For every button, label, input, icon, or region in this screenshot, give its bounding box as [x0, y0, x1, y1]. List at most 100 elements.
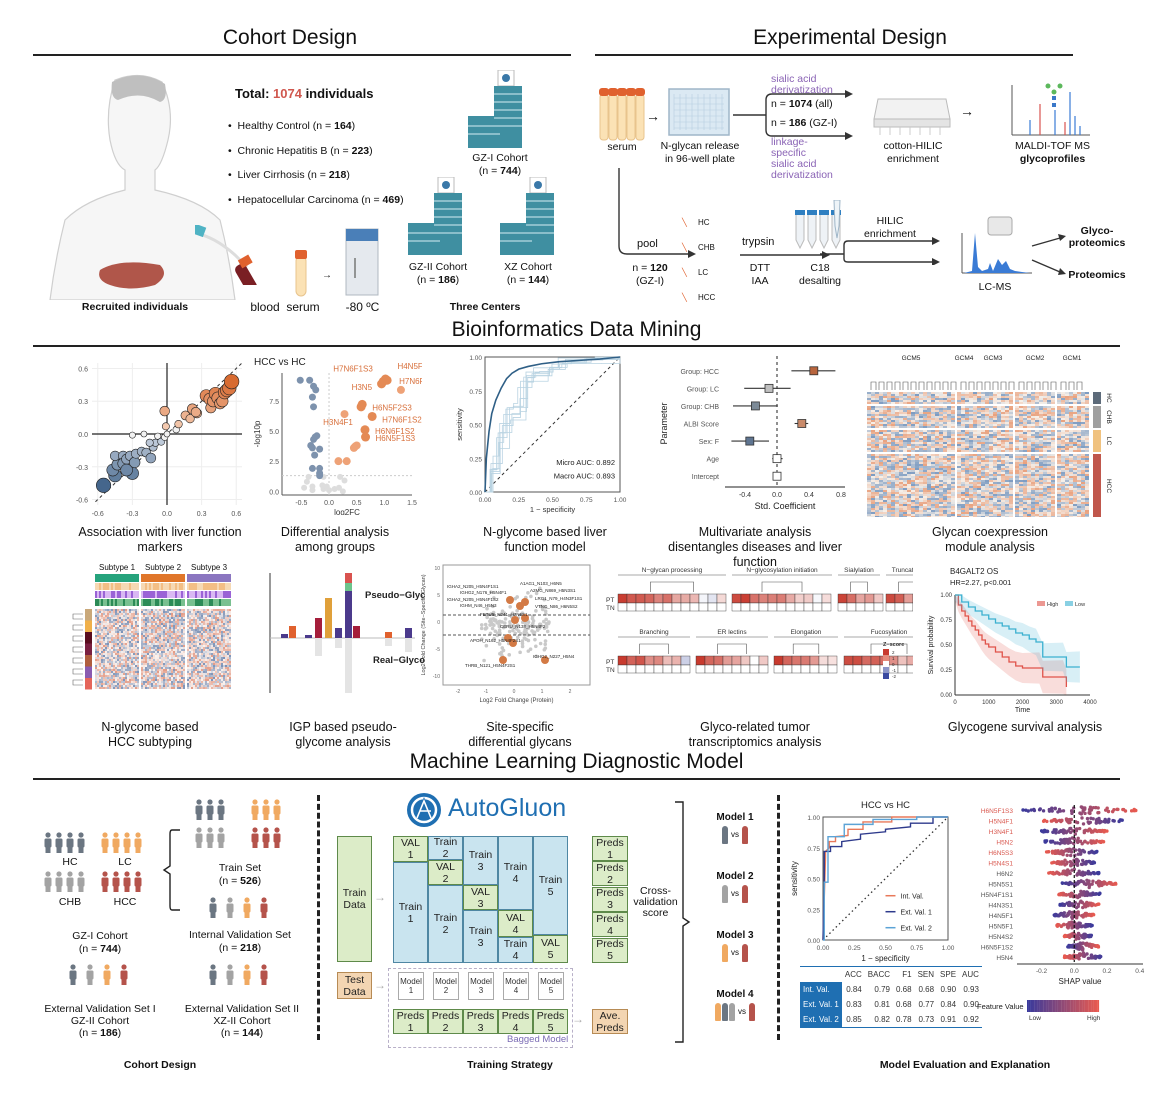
- heatmap-cell: [973, 448, 977, 450]
- heatmap-cell: [1023, 442, 1027, 444]
- heatmap-cell: [119, 621, 121, 623]
- heatmap-cell: [97, 679, 99, 681]
- heatmap-cell: [153, 617, 155, 619]
- heatmap-cell: [947, 438, 951, 440]
- heatmap-cell: [883, 502, 887, 504]
- heatmap-cell: [919, 430, 923, 432]
- heatmap-cell: [121, 673, 123, 675]
- heatmap-cell: [155, 621, 157, 623]
- heatmap-cell: [159, 625, 161, 627]
- dendrogram: [1018, 381, 1025, 390]
- heatmap-cell: [1023, 430, 1027, 432]
- heatmap-cell: [1077, 510, 1081, 512]
- heatmap-cell: [1073, 392, 1077, 394]
- heatmap-cell: [891, 486, 895, 488]
- heatmap-cell: [965, 398, 969, 400]
- heatmap-cell: [903, 514, 907, 516]
- heatmap-cell: [155, 611, 157, 613]
- heatmap-cell: [151, 635, 153, 637]
- heatmap-cell: [123, 621, 125, 623]
- heatmap-cell: [997, 504, 1001, 506]
- heatmap-cell: [119, 653, 121, 655]
- heatmap-cell: [159, 645, 161, 647]
- heatmap-cell: [985, 506, 989, 508]
- heatmap-cell: [871, 402, 875, 404]
- heatmap-cell: [157, 635, 159, 637]
- heatmap-cell: [149, 625, 151, 627]
- heatmap-cell: [153, 635, 155, 637]
- heatmap-cell: [133, 673, 135, 675]
- heatmap-cell: [957, 492, 961, 494]
- heatmap-cell: [155, 615, 157, 617]
- heatmap-cell: [173, 619, 175, 621]
- heatmap-cell: [973, 476, 977, 478]
- heatmap-cell: [161, 615, 163, 617]
- heatmap-cell: [1043, 492, 1047, 494]
- recruited-label: Recruited individuals: [81, 301, 189, 313]
- heatmap-cell: [997, 432, 1001, 434]
- heatmap-cell: [109, 673, 111, 675]
- heatmap-cell: [935, 442, 939, 444]
- heatmap-cell: [163, 633, 165, 635]
- heatmap-cell: [173, 643, 175, 645]
- heatmap-cell: [1065, 462, 1069, 464]
- heatmap-cell: [993, 486, 997, 488]
- heatmap-cell: [133, 621, 135, 623]
- heatmap-cell: [107, 663, 109, 665]
- heatmap-cell: [875, 496, 879, 498]
- annotation-cell: [161, 599, 163, 606]
- heatmap-cell: [939, 464, 943, 466]
- heatmap-cell: [891, 472, 895, 474]
- heatmap-cell: [965, 396, 969, 398]
- heatmap-cell: [907, 498, 911, 500]
- heatmap-cell: [867, 462, 871, 464]
- heatmap-cell: [1027, 512, 1031, 514]
- heatmap-cell: [171, 623, 173, 625]
- heatmap-cell: [939, 408, 943, 410]
- heatmap-cell: [951, 392, 955, 394]
- heatmap-cell: [939, 430, 943, 432]
- heatmap-cell: [989, 440, 993, 442]
- heatmap-cell: [867, 414, 871, 416]
- heatmap-cell: [907, 496, 911, 498]
- heatmap-cell: [1027, 440, 1031, 442]
- heatmap-cell: [985, 448, 989, 450]
- heatmap-cell: [1077, 402, 1081, 404]
- heatmap-cell: [985, 512, 989, 514]
- heatmap-cell: [123, 617, 125, 619]
- heatmap-cell: [961, 488, 965, 490]
- heatmap-cell: [183, 609, 185, 611]
- heatmap-cell: [167, 631, 169, 633]
- heatmap-cell: [131, 679, 133, 681]
- heatmap-cell: [993, 484, 997, 486]
- heatmap-cell: [935, 400, 939, 402]
- freezer-label: -80 ºC: [345, 300, 380, 314]
- heatmap-cell: [181, 619, 183, 621]
- heatmap-cell: [977, 426, 981, 428]
- heatmap-cell: [95, 627, 97, 629]
- dendrogram: [902, 381, 909, 390]
- annotation-cell: [153, 583, 155, 590]
- heatmap-cell: [97, 633, 99, 635]
- heatmap-cell: [911, 516, 915, 517]
- x-tick-label: 0.3: [197, 511, 207, 518]
- blood-label: blood: [250, 300, 280, 314]
- heatmap-cell: [147, 629, 149, 631]
- heatmap-cell: [891, 408, 895, 410]
- heatmap-cell: [147, 625, 149, 627]
- heatmap-cell: [965, 480, 969, 482]
- heatmap-cell: [111, 627, 113, 629]
- heatmap-cell: [1015, 496, 1019, 498]
- annotation-cell: [97, 599, 99, 606]
- heatmap-cell: [125, 681, 127, 683]
- heatmap-cell: [1065, 468, 1069, 470]
- data-point: [312, 386, 320, 394]
- heatmap-cell: [887, 454, 891, 456]
- heatmap-cell: [105, 629, 107, 631]
- heatmap-cell: [115, 631, 117, 633]
- heatmap-cell: [939, 406, 943, 408]
- heatmap-cell: [1039, 478, 1043, 480]
- dendrogram: [1008, 381, 1015, 390]
- heatmap-cell: [883, 500, 887, 502]
- heatmap-cell: [109, 683, 111, 685]
